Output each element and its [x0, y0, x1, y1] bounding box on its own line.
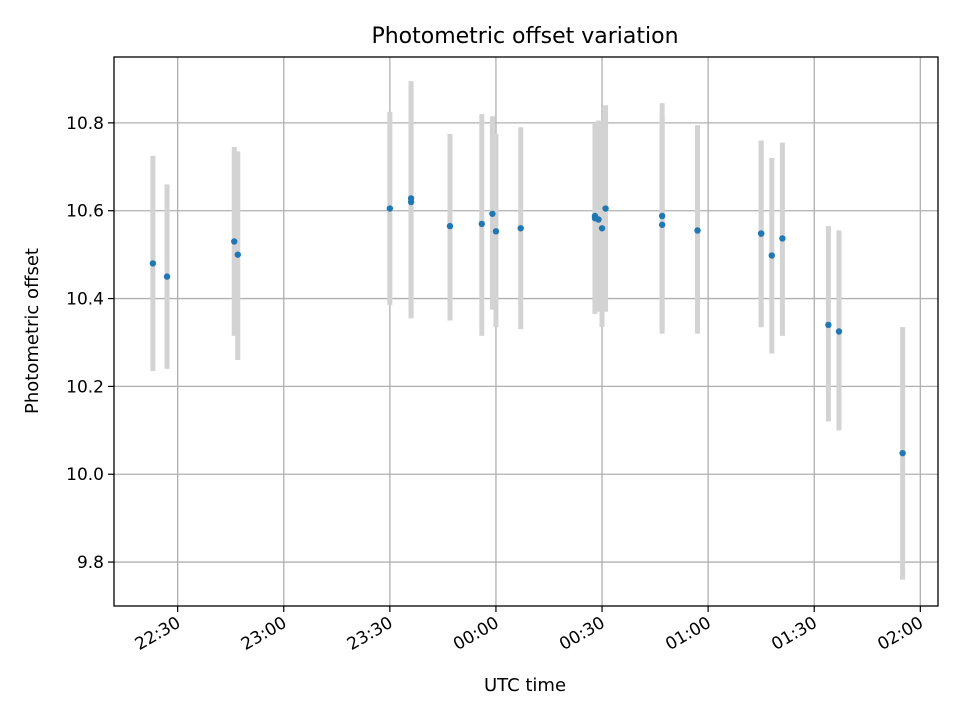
y-tick-label: 9.8: [77, 553, 104, 573]
data-points: [149, 195, 906, 457]
data-point: [899, 449, 906, 457]
data-point: [492, 228, 500, 235]
data-point: [825, 321, 832, 329]
data-point: [407, 195, 415, 202]
data-point: [386, 205, 394, 212]
y-tick-label: 10.8: [66, 114, 104, 134]
data-point: [598, 225, 606, 232]
data-point: [478, 220, 485, 228]
data-point: [658, 212, 666, 220]
y-tick-label: 10.4: [66, 290, 104, 310]
chart-title: Photometric offset variation: [371, 24, 678, 49]
x-axis-label: UTC time: [484, 675, 566, 696]
data-point: [835, 328, 843, 335]
data-point: [149, 260, 157, 267]
data-point: [446, 222, 454, 230]
data-point: [231, 238, 238, 245]
data-point: [694, 227, 701, 234]
y-axis-ticks: 9.8 10.0 10.2 10.4 10.6 10.8: [66, 114, 114, 573]
grid: [114, 57, 938, 606]
data-point: [595, 216, 602, 223]
y-tick-label: 10.2: [66, 377, 104, 397]
data-point: [602, 205, 609, 212]
data-point: [517, 225, 524, 232]
data-point: [768, 252, 775, 259]
data-point: [757, 230, 765, 237]
data-point: [658, 221, 666, 228]
y-tick-label: 10.0: [66, 465, 104, 485]
data-point: [489, 210, 496, 217]
y-tick-label: 10.6: [66, 202, 104, 222]
data-point: [779, 235, 786, 242]
y-axis-label: Photometric offset: [22, 248, 43, 414]
data-point: [163, 273, 171, 280]
data-point: [234, 251, 241, 258]
plot-frame: [113, 56, 939, 607]
